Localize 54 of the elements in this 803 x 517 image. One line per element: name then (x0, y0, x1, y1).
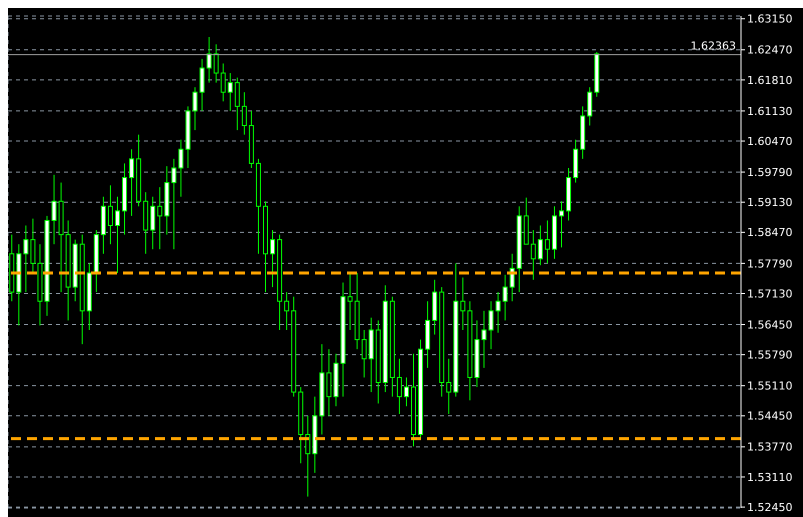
y-tick-label: 1.56450 (747, 318, 792, 332)
candlestick (157, 186, 162, 250)
candlestick (488, 300, 494, 350)
y-tick-label: 1.61130 (747, 104, 792, 118)
y-tick-label: 1.57130 (747, 287, 792, 300)
candlestick (530, 230, 536, 280)
candlestick (544, 220, 550, 264)
y-tick-label: 1.63150 (747, 12, 792, 26)
candlestick (284, 292, 290, 331)
candlestick (348, 272, 353, 331)
candlestick (481, 310, 486, 368)
candlestick (129, 148, 134, 216)
candlestick (305, 415, 310, 498)
candlestick (178, 139, 184, 198)
candlestick (214, 44, 219, 84)
candlestick (23, 224, 28, 293)
y-tick-label: 1.53110 (747, 470, 792, 484)
y-tick-label: 1.55110 (747, 380, 792, 393)
candlestick (460, 277, 466, 331)
candlestick (171, 158, 176, 250)
candlestick (220, 62, 226, 102)
candlestick (362, 330, 367, 378)
candlestick (242, 92, 247, 136)
candlestick (234, 77, 240, 131)
y-tick-label: 1.54450 (747, 410, 792, 423)
candlestick (446, 358, 452, 414)
candlestick (559, 200, 564, 248)
candlestick (52, 174, 57, 245)
y-tick-label: 1.58470 (747, 226, 792, 240)
candlestick (538, 224, 543, 266)
candlestick (270, 230, 276, 288)
y-tick-label: 1.62470 (747, 44, 792, 57)
candlestick (396, 358, 402, 414)
candlestick (192, 86, 198, 131)
candlestick (496, 292, 501, 334)
candlestick (150, 196, 156, 250)
y-tick-label: 1.59790 (747, 166, 792, 179)
candlestick (587, 86, 592, 126)
candlestick (326, 348, 332, 416)
y-tick-label: 1.59130 (747, 196, 792, 210)
y-tick-label: 1.52450 (747, 500, 792, 514)
y-tick-label: 1.57790 (747, 257, 792, 270)
ref-line-label: 1.62363 (690, 40, 736, 53)
candlestick (30, 218, 36, 274)
candlestick (108, 184, 113, 245)
y-tick-label: 1.60470 (747, 134, 792, 148)
y-tick-label: 1.61810 (747, 74, 792, 87)
candlestick (404, 376, 409, 407)
y-tick-label: 1.53770 (747, 440, 792, 454)
candlestick (502, 274, 508, 321)
candlestick (206, 36, 212, 84)
candlestick (228, 72, 233, 112)
candlestick (114, 196, 120, 274)
y-tick-label: 1.55790 (747, 348, 792, 362)
